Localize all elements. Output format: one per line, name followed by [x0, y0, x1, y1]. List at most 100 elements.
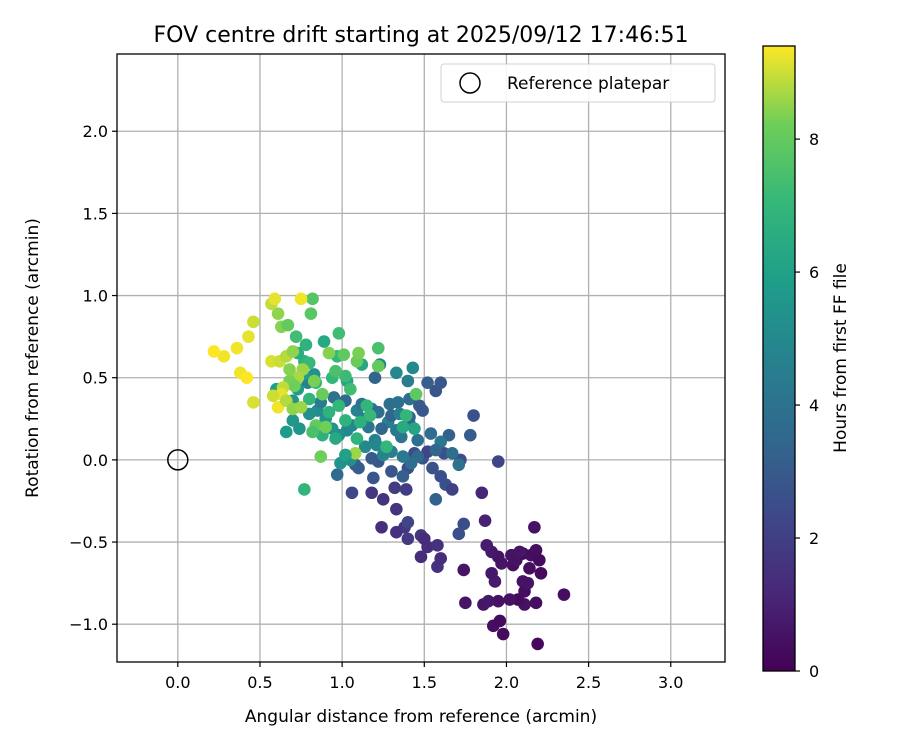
scatter-points: [207, 292, 571, 651]
data-point-96: [279, 425, 293, 439]
data-point-166: [306, 292, 319, 306]
y-axis-label: Rotation from reference (arcmin): [23, 218, 43, 498]
colorbar-frame: [762, 45, 796, 672]
data-point-214: [380, 440, 393, 454]
data-point-53: [376, 493, 390, 506]
data-point-198: [283, 363, 296, 376]
data-point-212: [396, 420, 410, 434]
x-tick-label-2: 1.0: [329, 673, 354, 692]
data-point-28: [513, 545, 526, 559]
y-tick-label-3: 0.5: [83, 369, 108, 388]
data-point-3: [493, 614, 507, 628]
data-point-149: [332, 399, 346, 412]
legend-box: [440, 63, 716, 103]
data-point-49: [452, 527, 466, 541]
colorbar-ticks: 0 2 4 6 8: [795, 130, 819, 681]
data-point-104: [416, 404, 429, 417]
data-point-117: [396, 450, 410, 463]
data-point-60: [445, 483, 459, 496]
data-point-161: [337, 348, 351, 362]
data-point-152: [302, 392, 316, 406]
data-point-61: [426, 461, 439, 475]
data-point-43: [401, 532, 415, 546]
data-point-15: [516, 575, 530, 588]
x-axis-label: Angular distance from reference (arcmin): [245, 707, 597, 727]
data-point-77: [411, 433, 425, 447]
data-point-199: [307, 374, 321, 388]
data-point-41: [431, 539, 444, 552]
data-point-55: [388, 481, 402, 495]
reference-point-group: [167, 449, 189, 471]
data-point-177: [230, 341, 244, 355]
y-tick-label-0: −1.0: [69, 615, 108, 634]
data-point-197: [294, 400, 308, 414]
x-tick-label-5: 2.5: [576, 673, 601, 692]
data-point-76: [424, 427, 438, 440]
data-point-142: [317, 335, 331, 348]
data-point-147: [363, 409, 377, 422]
data-point-200: [316, 387, 329, 401]
data-point-179: [207, 345, 221, 358]
data-point-160: [332, 327, 346, 340]
data-point-35: [475, 486, 489, 500]
data-point-95: [286, 414, 300, 427]
y-tick-label-5: 1.5: [83, 204, 108, 223]
x-tick-label-6: 3.0: [658, 673, 683, 692]
data-point-190: [288, 379, 301, 393]
data-point-112: [452, 458, 466, 472]
data-point-34: [478, 514, 492, 527]
data-point-1: [496, 627, 510, 641]
data-point-26: [533, 553, 546, 567]
data-point-173: [268, 292, 282, 306]
data-point-205: [314, 450, 328, 463]
colorbar-tick-label-0: 0: [809, 662, 819, 681]
chart-title: FOV centre drift starting at 2025/09/12 …: [154, 23, 689, 48]
grid-lines: [117, 54, 725, 662]
data-point-47: [401, 516, 415, 529]
data-point-125: [390, 366, 403, 380]
data-point-170: [281, 318, 295, 332]
data-point-52: [399, 483, 413, 496]
data-point-71: [365, 451, 379, 465]
data-point-106: [421, 376, 434, 389]
data-point-48: [417, 532, 431, 546]
data-point-13: [503, 593, 517, 606]
data-point-186: [286, 345, 300, 358]
data-point-168: [298, 483, 311, 496]
data-point-6: [529, 596, 543, 610]
data-point-204: [322, 346, 336, 360]
data-point-175: [247, 315, 260, 329]
x-tick-label-4: 2.0: [494, 673, 519, 692]
data-point-68: [385, 465, 398, 478]
data-point-33: [457, 563, 471, 577]
data-point-121: [358, 440, 372, 454]
data-point-29: [529, 543, 543, 557]
data-point-17: [485, 566, 498, 580]
data-point-7: [557, 588, 571, 601]
data-point-120: [370, 438, 383, 452]
y-axis-ticks: −1.0 −0.5 0.0 0.5 1.0 1.5 2.0: [69, 122, 117, 634]
data-point-174: [294, 292, 308, 306]
data-point-107: [434, 376, 448, 389]
data-point-144: [339, 369, 352, 383]
data-point-82: [375, 422, 388, 435]
data-point-163: [352, 346, 365, 360]
data-point-0: [531, 637, 544, 651]
y-tick-label-6: 2.0: [83, 122, 108, 141]
data-point-155: [289, 330, 303, 343]
data-point-50: [457, 517, 471, 531]
data-point-20: [523, 562, 536, 575]
data-point-202: [319, 420, 332, 434]
data-point-51: [390, 502, 403, 516]
data-point-150: [322, 405, 336, 419]
data-point-101: [391, 396, 405, 409]
y-tick-label-4: 1.0: [83, 287, 108, 306]
data-point-164: [329, 364, 342, 378]
data-point-128: [368, 371, 382, 385]
data-point-182: [247, 396, 260, 409]
x-tick-label-3: 1.5: [412, 673, 437, 692]
data-point-36: [491, 455, 505, 468]
data-point-213: [408, 422, 421, 435]
data-point-108: [467, 409, 480, 422]
data-point-209: [339, 414, 352, 427]
